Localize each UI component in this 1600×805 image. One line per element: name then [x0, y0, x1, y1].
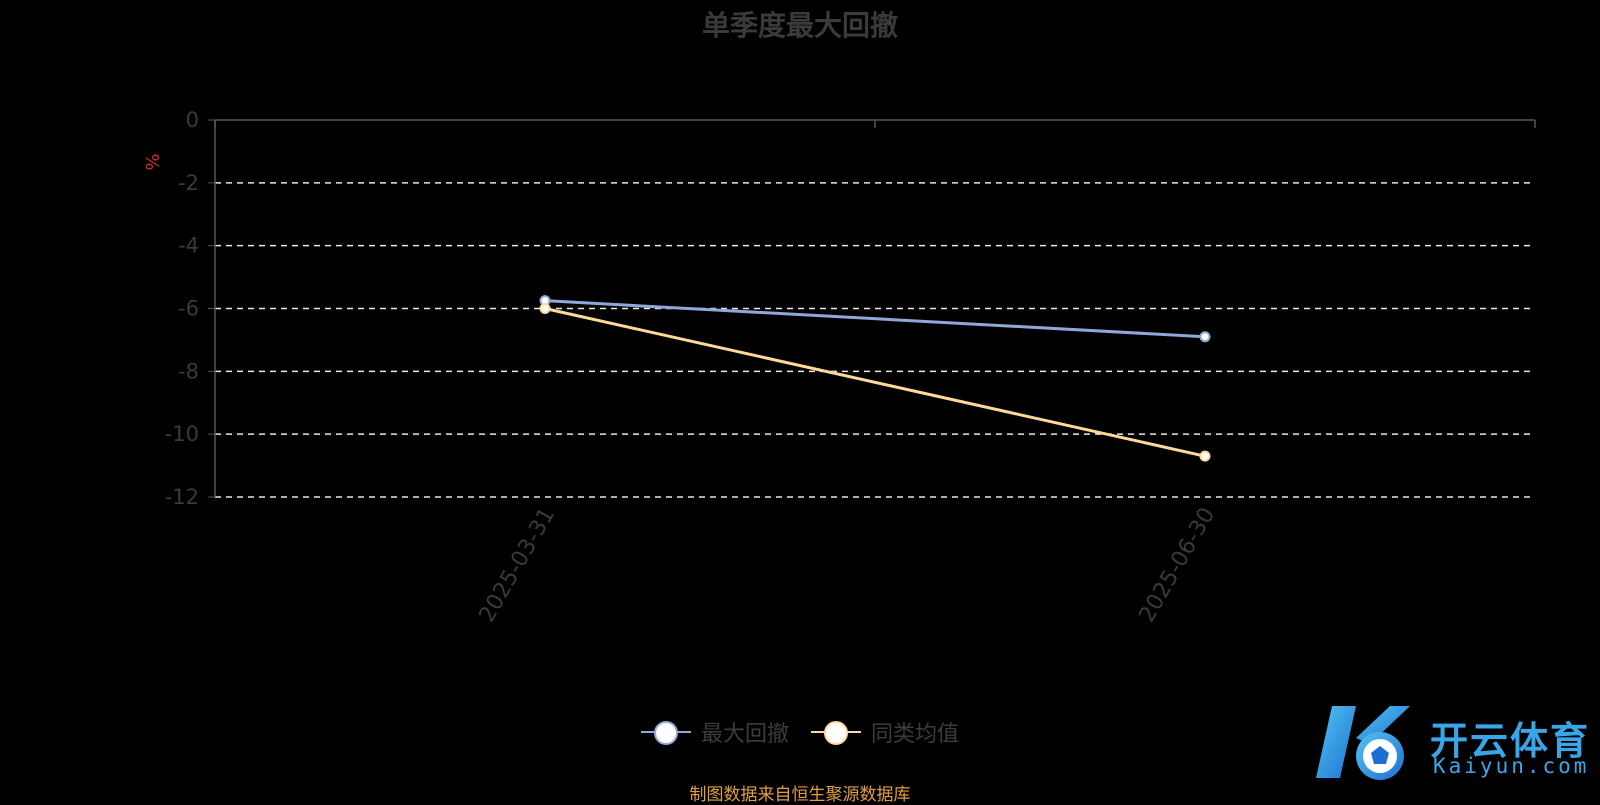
- data-point: [1199, 450, 1211, 462]
- data-point: [1199, 331, 1211, 343]
- legend-item[interactable]: 同类均值: [811, 716, 959, 748]
- y-tick-label: -8: [178, 359, 199, 383]
- axes: 0 -2 -4 -6 -8 -10 -12% 2025-03-31 2025-06-30: [141, 108, 1536, 627]
- grid-lines: [215, 182, 1535, 498]
- logo-mark-icon: [1316, 706, 1410, 780]
- y-axis-label: %: [141, 153, 162, 170]
- legend-swatch-icon: [811, 720, 861, 745]
- x-tick-label: 2025-03-31: [475, 504, 561, 627]
- data-point: [539, 303, 551, 314]
- y-tick-label: 0: [186, 108, 199, 132]
- y-tick-label: -6: [178, 297, 199, 321]
- series-line: [544, 299, 1206, 339]
- legend-swatch-icon: [640, 720, 691, 745]
- legend-item[interactable]: 最大回撤: [640, 716, 789, 748]
- series: [539, 295, 1211, 462]
- legend: 最大回撤 同类均值: [0, 716, 1600, 748]
- y-tick-label: -4: [178, 234, 199, 258]
- brand-logo: 开云体育 Kaiyun.com: [1310, 698, 1600, 790]
- x-tick-label: 2025-06-30: [1135, 504, 1221, 627]
- y-tick-label: -2: [178, 171, 199, 195]
- legend-label: 最大回撤: [700, 722, 789, 747]
- legend-label: 同类均值: [871, 722, 960, 747]
- series-line: [544, 307, 1206, 458]
- logo-text-cn: 开云体育: [1430, 719, 1591, 763]
- logo-text-en: Kaiyun.com: [1433, 754, 1590, 778]
- y-tick-label: -12: [165, 485, 199, 509]
- y-tick-label: -10: [165, 422, 199, 446]
- chart-title: 单季度最大回撤: [701, 9, 898, 42]
